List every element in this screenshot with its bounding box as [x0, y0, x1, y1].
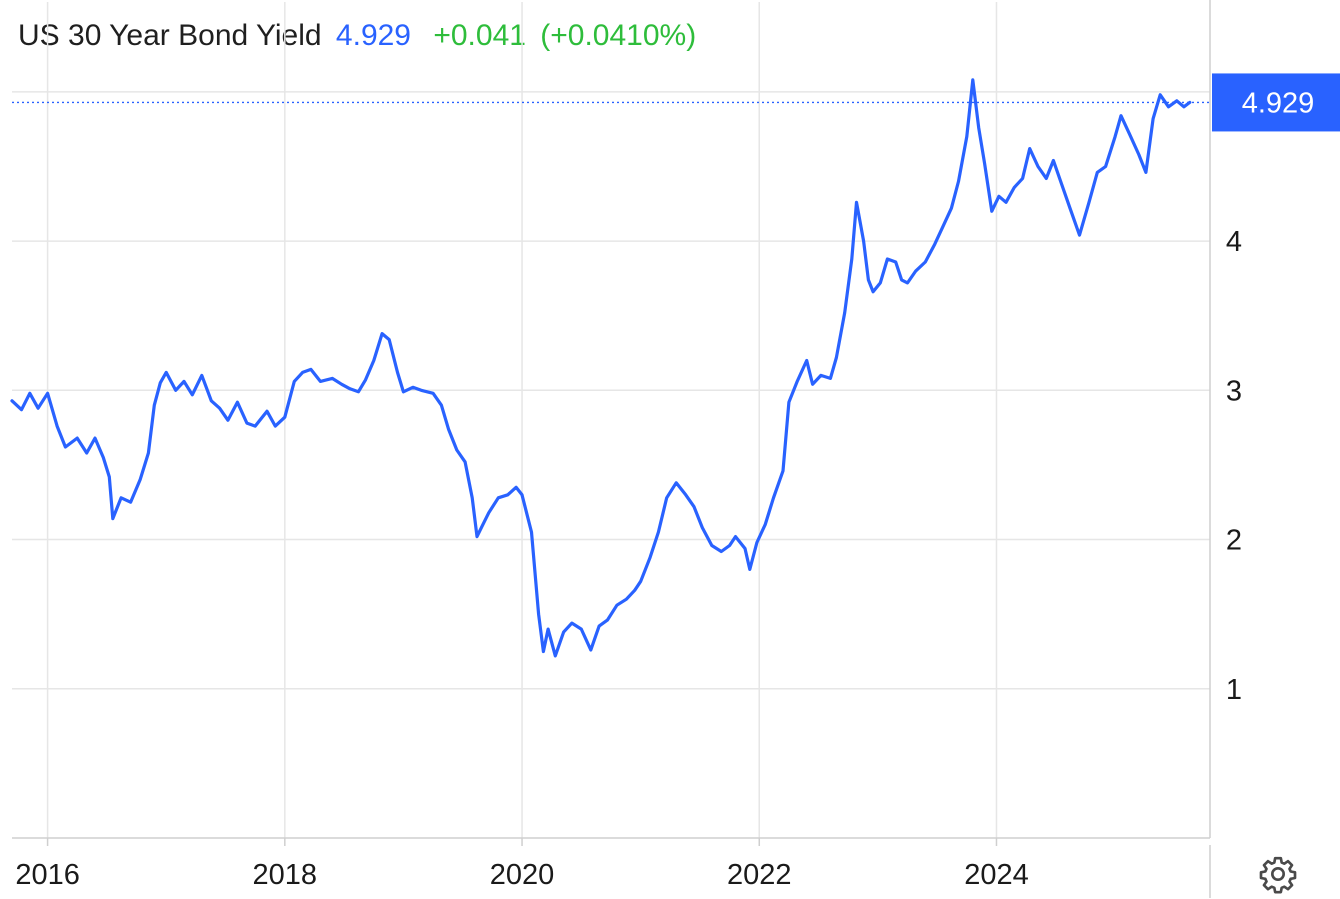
y-tick-label: 2 [1226, 525, 1242, 557]
series-line [10, 78, 1192, 658]
tick-labels: 2016 2018 2020 2022 2024 1 2 3 4 [15, 226, 1242, 891]
current-price: 4.929 [335, 19, 411, 52]
grid-lines [12, 2, 1210, 838]
gear-icon [1259, 856, 1297, 894]
axes [12, 0, 1211, 898]
y-tick-label: 3 [1226, 375, 1242, 407]
x-tick-label: 2018 [253, 859, 318, 891]
y-tick-label: 4 [1226, 226, 1242, 258]
last-value-badge-group: 4.929 [1212, 73, 1340, 132]
x-tick-label: 2016 [15, 859, 80, 891]
series-layer [10, 78, 1210, 658]
settings-button[interactable] [1258, 854, 1298, 894]
chart-header: US 30 Year Bond Yield 4.929 +0.041 (+0.0… [18, 14, 696, 58]
last-value-label: 4.929 [1242, 87, 1315, 119]
y-tick-label: 1 [1226, 674, 1242, 706]
x-tick-label: 2022 [727, 859, 792, 891]
x-tick-label: 2020 [490, 859, 555, 891]
x-tick-label: 2024 [964, 859, 1029, 891]
instrument-title: US 30 Year Bond Yield [18, 19, 322, 52]
price-change-percent: (+0.0410%) [540, 19, 697, 52]
price-change: +0.041 [433, 19, 526, 52]
last-value-badge [1212, 73, 1340, 132]
